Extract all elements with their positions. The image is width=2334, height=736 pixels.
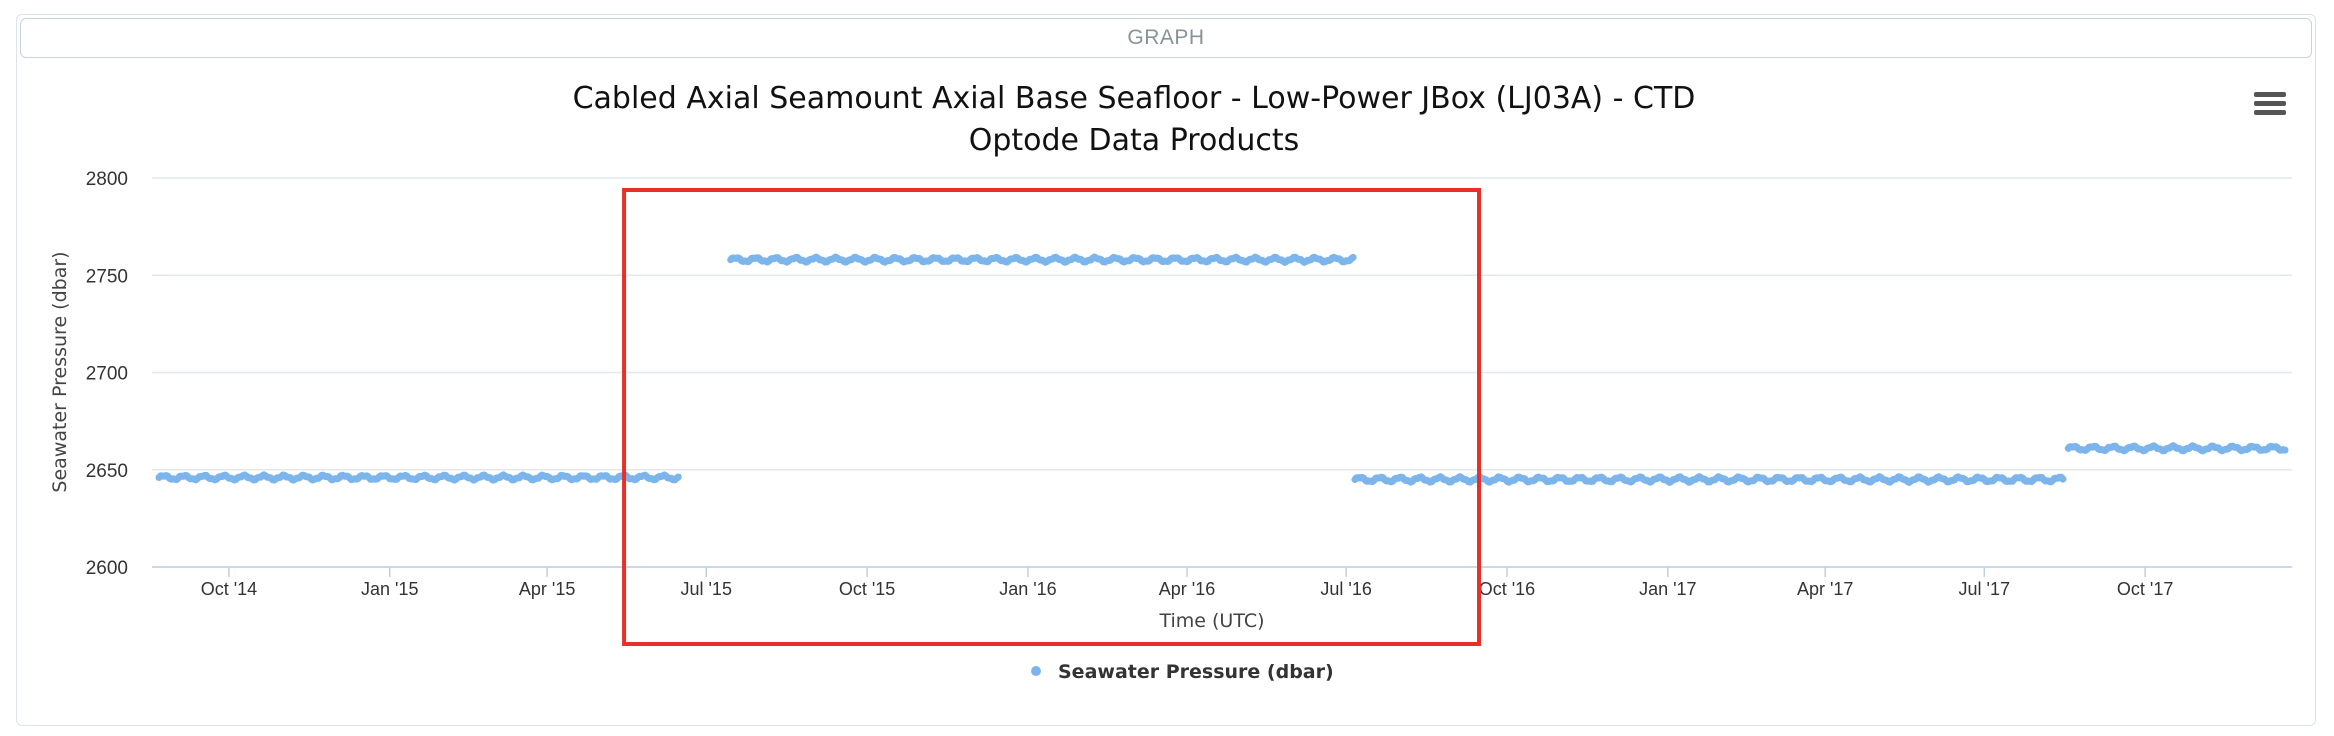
series-seawater-pressure <box>155 253 2289 486</box>
x-tick-label: Apr '17 <box>1797 579 1853 599</box>
legend[interactable]: Seawater Pressure (dbar) <box>1031 661 1334 683</box>
legend-item-label[interactable]: Seawater Pressure (dbar) <box>1058 661 1334 683</box>
x-tick-label: Oct '17 <box>2117 579 2173 599</box>
chart-title-line-1: Cabled Axial Seamount Axial Base Seafloo… <box>573 81 1696 116</box>
graph-tab-header[interactable]: GRAPH <box>20 18 2312 58</box>
y-axis-label: Seawater Pressure (dbar) <box>49 251 71 492</box>
x-axis-ticks: Oct '14 Jan '15 Apr '15 Jul '15 Oct '15 Jan '… <box>201 567 2173 599</box>
x-tick-label: Jul '16 <box>1320 579 1371 599</box>
y-tick-label: 2750 <box>86 266 128 287</box>
series-segment-2 <box>727 253 1357 266</box>
menu-bar-1 <box>2254 92 2286 97</box>
y-tick-label: 2700 <box>86 364 128 385</box>
x-axis-label: Time (UTC) <box>1158 610 1264 632</box>
x-tick-label: Jul '17 <box>1959 579 2010 599</box>
x-tick-label: Jan '15 <box>361 579 418 599</box>
chart-title-line-2: Optode Data Products <box>969 123 1300 158</box>
series-segment-3 <box>1351 473 2067 486</box>
y-tick-label: 2800 <box>86 169 128 190</box>
x-tick-label: Apr '16 <box>1159 579 1215 599</box>
legend-marker <box>1031 666 1041 676</box>
x-tick-label: Jul '15 <box>680 579 731 599</box>
x-tick-label: Oct '16 <box>1479 579 1535 599</box>
graph-panel <box>16 14 2316 726</box>
x-tick-label: Oct '15 <box>839 579 895 599</box>
x-tick-label: Jan '16 <box>999 579 1056 599</box>
menu-bar-2 <box>2254 101 2286 106</box>
menu-bar-3 <box>2254 110 2286 115</box>
series-segment-1 <box>155 471 682 484</box>
x-tick-label: Oct '14 <box>201 579 257 599</box>
x-tick-label: Apr '15 <box>519 579 575 599</box>
highlight-box-annotation <box>622 188 1482 646</box>
series-segment-4 <box>2064 442 2289 455</box>
y-tick-label: 2650 <box>86 461 128 482</box>
x-tick-label: Jan '17 <box>1639 579 1696 599</box>
chart-menu-icon[interactable] <box>2254 92 2286 118</box>
gridlines <box>152 177 2292 568</box>
y-axis-ticks: 2600 2650 2700 2750 2800 <box>86 169 128 579</box>
y-tick-label: 2600 <box>86 558 128 579</box>
